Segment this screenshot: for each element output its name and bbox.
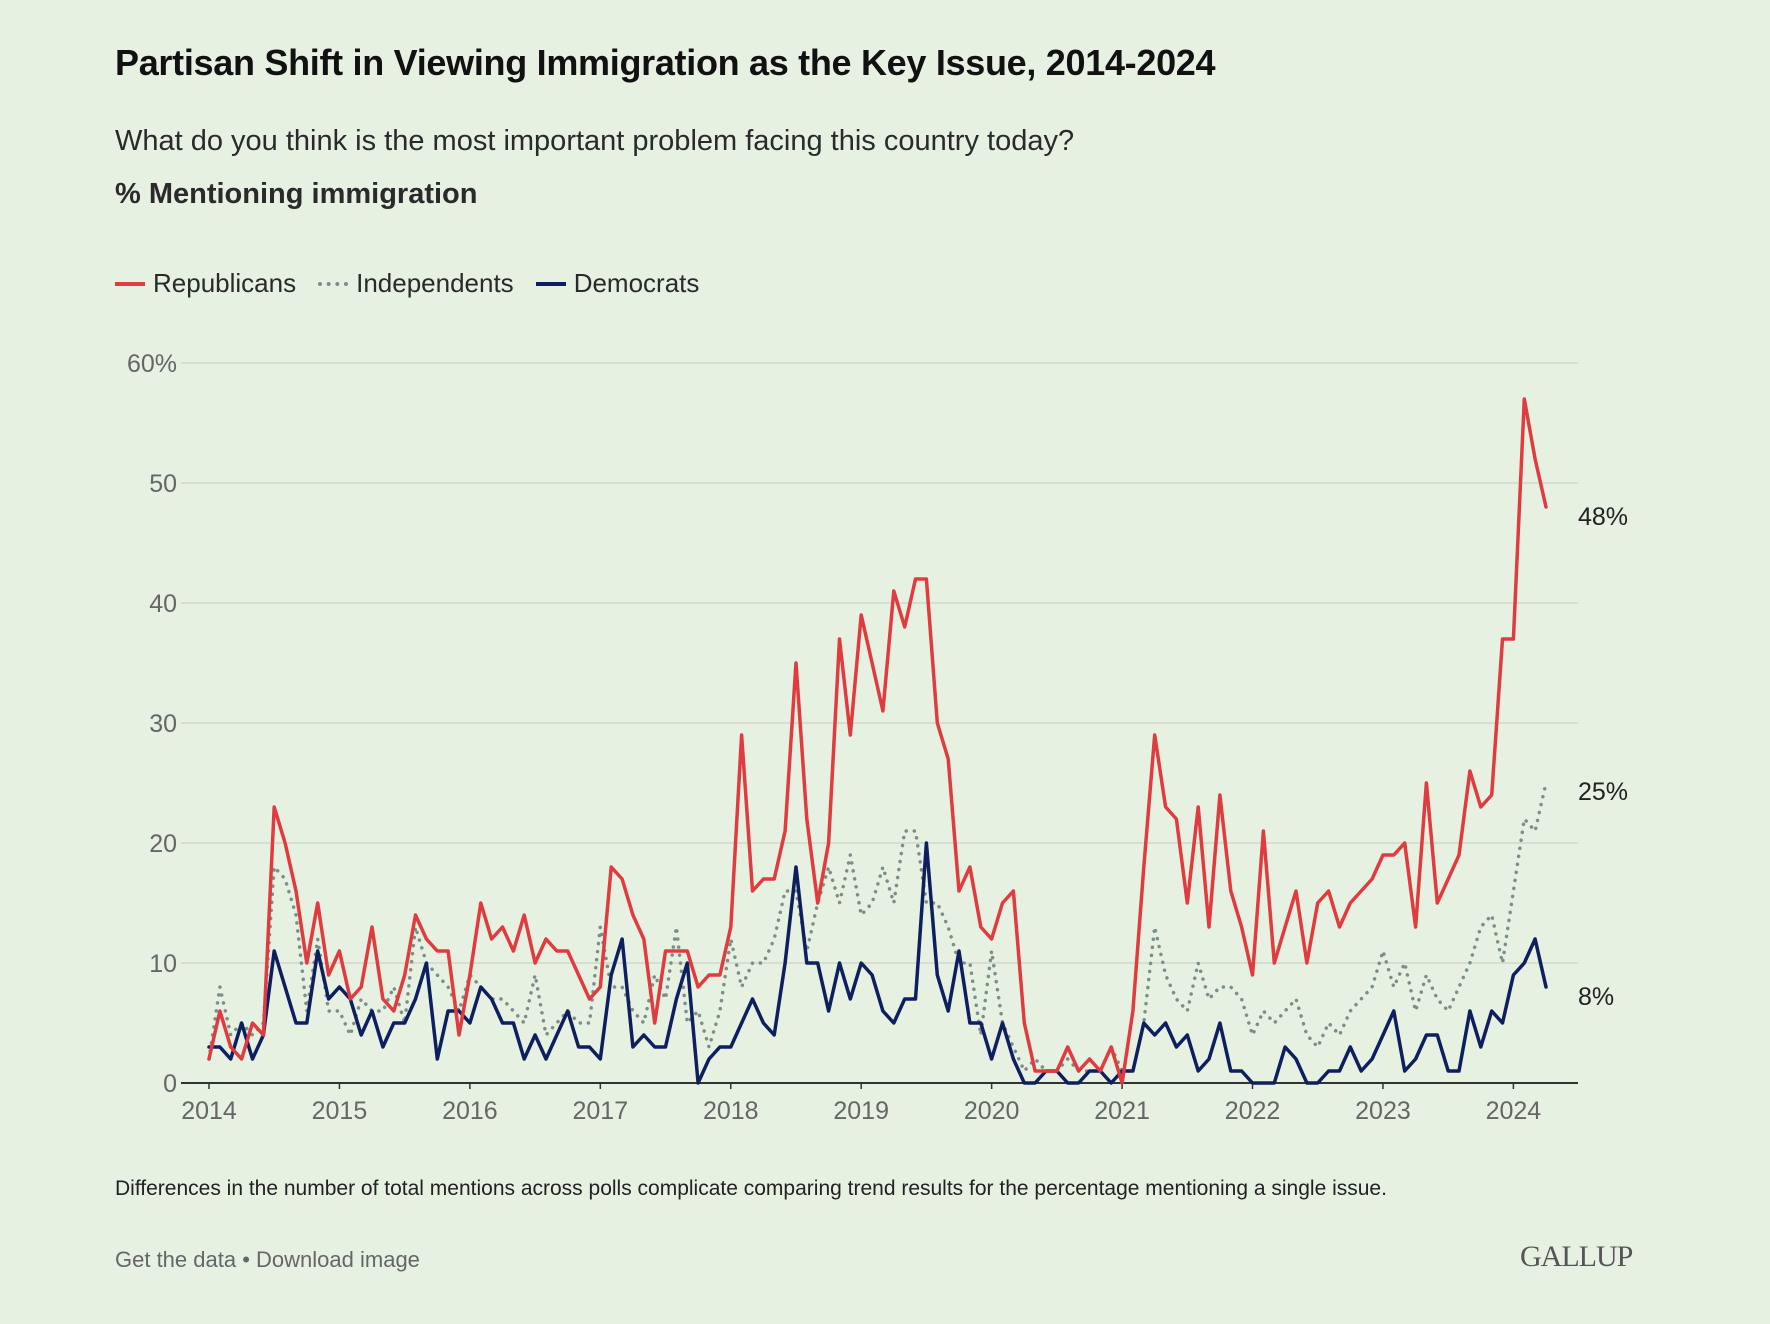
legend: Republicans Independents Democrats [115,268,699,299]
download-image-link[interactable]: Download image [256,1247,420,1272]
y-tick-label: 50 [149,470,177,498]
y-tick-label: 20 [149,830,177,858]
x-tick-label: 2023 [1355,1097,1411,1125]
series-line-democrats [207,841,1548,1085]
legend-label: Democrats [573,268,700,298]
legend-swatch-republicans [115,281,145,286]
separator: • [242,1247,250,1272]
y-tick-label: 40 [149,590,177,618]
x-tick-label: 2021 [1094,1097,1150,1125]
legend-label: Republicans [153,268,297,298]
x-tick-label: 2019 [833,1097,889,1125]
x-tick-label: 2015 [312,1097,368,1125]
unit-label: % Mentioning immigration [115,178,478,210]
x-tick-label: 2022 [1225,1097,1281,1125]
x-tick-label: 2020 [964,1097,1020,1125]
legend-swatch-democrats [535,281,566,286]
legend-item-republicans: Republicans [115,268,296,299]
end-label-independents: 25% [1578,778,1628,806]
legend-item-democrats: Democrats [535,268,700,299]
end-label-republicans: 48% [1578,503,1628,531]
footer-links: Get the data • Download image [115,1247,420,1273]
x-tick-label: 2016 [442,1097,498,1125]
legend-swatch-independents [318,281,349,286]
x-tick-label: 2018 [703,1097,759,1125]
x-tick-label: 2017 [573,1097,629,1125]
chart-subtitle: What do you think is the most important … [115,125,1075,157]
legend-item-independents: Independents [318,268,514,299]
legend-label: Independents [356,268,514,298]
x-tick-label: 2024 [1486,1097,1542,1125]
footnote: Differences in the number of total menti… [115,1177,1387,1200]
y-tick-label: 60% [127,350,177,378]
series-line-independents [207,781,1548,1073]
get-data-link[interactable]: Get the data [115,1247,237,1272]
x-tick-label: 2014 [181,1097,237,1125]
chart-title: Partisan Shift in Viewing Immigration as… [115,42,1216,83]
end-label-democrats: 8% [1578,983,1614,1011]
series-line-republicans [207,397,1548,1085]
y-tick-label: 30 [149,710,177,738]
y-tick-label: 10 [149,950,177,978]
gallup-logo: GALLUP [1520,1240,1633,1273]
y-tick-label: 0 [163,1070,177,1098]
